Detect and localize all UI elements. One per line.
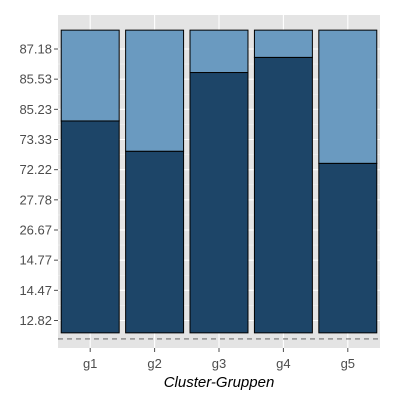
bar-g5-segment-2: [318, 29, 378, 164]
x-tick-label: g3: [212, 356, 226, 371]
bar-g4-segment-1: [253, 56, 313, 334]
y-tick-label: 27.78: [19, 192, 52, 207]
bar-g2-segment-2: [125, 29, 185, 152]
bar-g3-segment-2: [189, 29, 249, 74]
y-tick-label: 12.82: [19, 313, 52, 328]
y-tick-label: 14.77: [19, 253, 52, 268]
x-tick-label: g1: [83, 356, 97, 371]
bar-g1-segment-1: [60, 120, 120, 334]
y-tick-label: 85.53: [19, 72, 52, 87]
bar-g5-segment-1: [318, 162, 378, 334]
y-tick-label: 73.33: [19, 132, 52, 147]
bar-g1-segment-2: [60, 29, 120, 122]
bar-g3-segment-1: [189, 72, 249, 334]
x-axis-ticks: g1 g2 g3 g4 g5: [83, 348, 355, 371]
y-axis-ticks: 12.82 14.47 14.77 26.67 27.78 72.22 73.33 85.23…: [19, 42, 58, 328]
y-tick-label: 14.47: [19, 283, 52, 298]
x-tick-label: g5: [341, 356, 355, 371]
y-tick-label: 26.67: [19, 223, 52, 238]
x-axis-title: Cluster-Gruppen: [164, 374, 275, 391]
x-tick-label: g2: [147, 356, 161, 371]
bar-g2-segment-1: [125, 150, 185, 334]
y-tick-label: 85.23: [19, 102, 52, 117]
bar-g4-segment-2: [253, 29, 313, 58]
x-tick-label: g4: [276, 356, 290, 371]
y-tick-label: 72.22: [19, 162, 52, 177]
y-tick-label: 87.18: [19, 42, 52, 57]
bars: [60, 29, 378, 334]
